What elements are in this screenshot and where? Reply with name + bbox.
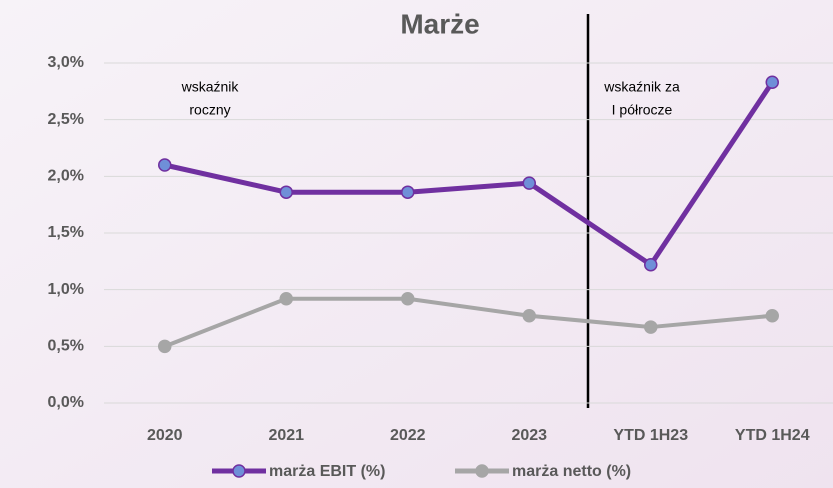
marker [644,320,658,334]
legend-label: marża netto (%) [512,463,631,480]
legend-marker [232,464,246,478]
x-tick-label: 2022 [390,427,426,444]
marker [522,176,536,190]
annotation: wskaźnik za [603,79,680,95]
marker [522,308,536,323]
marker [765,308,779,323]
marker [401,185,415,199]
marker [158,158,172,172]
y-tick-label: 1,0% [48,281,84,298]
y-tick-label: 0,5% [48,338,84,355]
annotation: roczny [189,102,230,118]
y-tick-label: 3,0% [48,54,84,71]
x-tick-label: 2020 [147,427,183,444]
marker [279,291,293,306]
x-tick-label: YTD 1H23 [613,427,688,444]
x-tick-label: 2021 [268,427,304,444]
legend-marker [475,464,489,478]
x-tick-label: YTD 1H24 [735,427,810,444]
legend-label: marża EBIT (%) [269,463,385,480]
marker [644,257,658,272]
marker [279,185,293,199]
annotation: wskaźnik [181,79,240,95]
marker [765,75,779,90]
annotation: I półrocze [612,102,673,118]
y-tick-label: 1,5% [48,224,84,241]
series-line [164,296,773,349]
marker [401,291,415,306]
series-line [164,80,775,268]
x-tick-label: 2023 [511,427,547,444]
y-tick-label: 2,5% [48,111,84,128]
marker [158,339,172,354]
y-tick-label: 2,0% [48,168,84,185]
chart-title: Marże [400,8,479,39]
y-tick-label: 0,0% [48,394,84,411]
